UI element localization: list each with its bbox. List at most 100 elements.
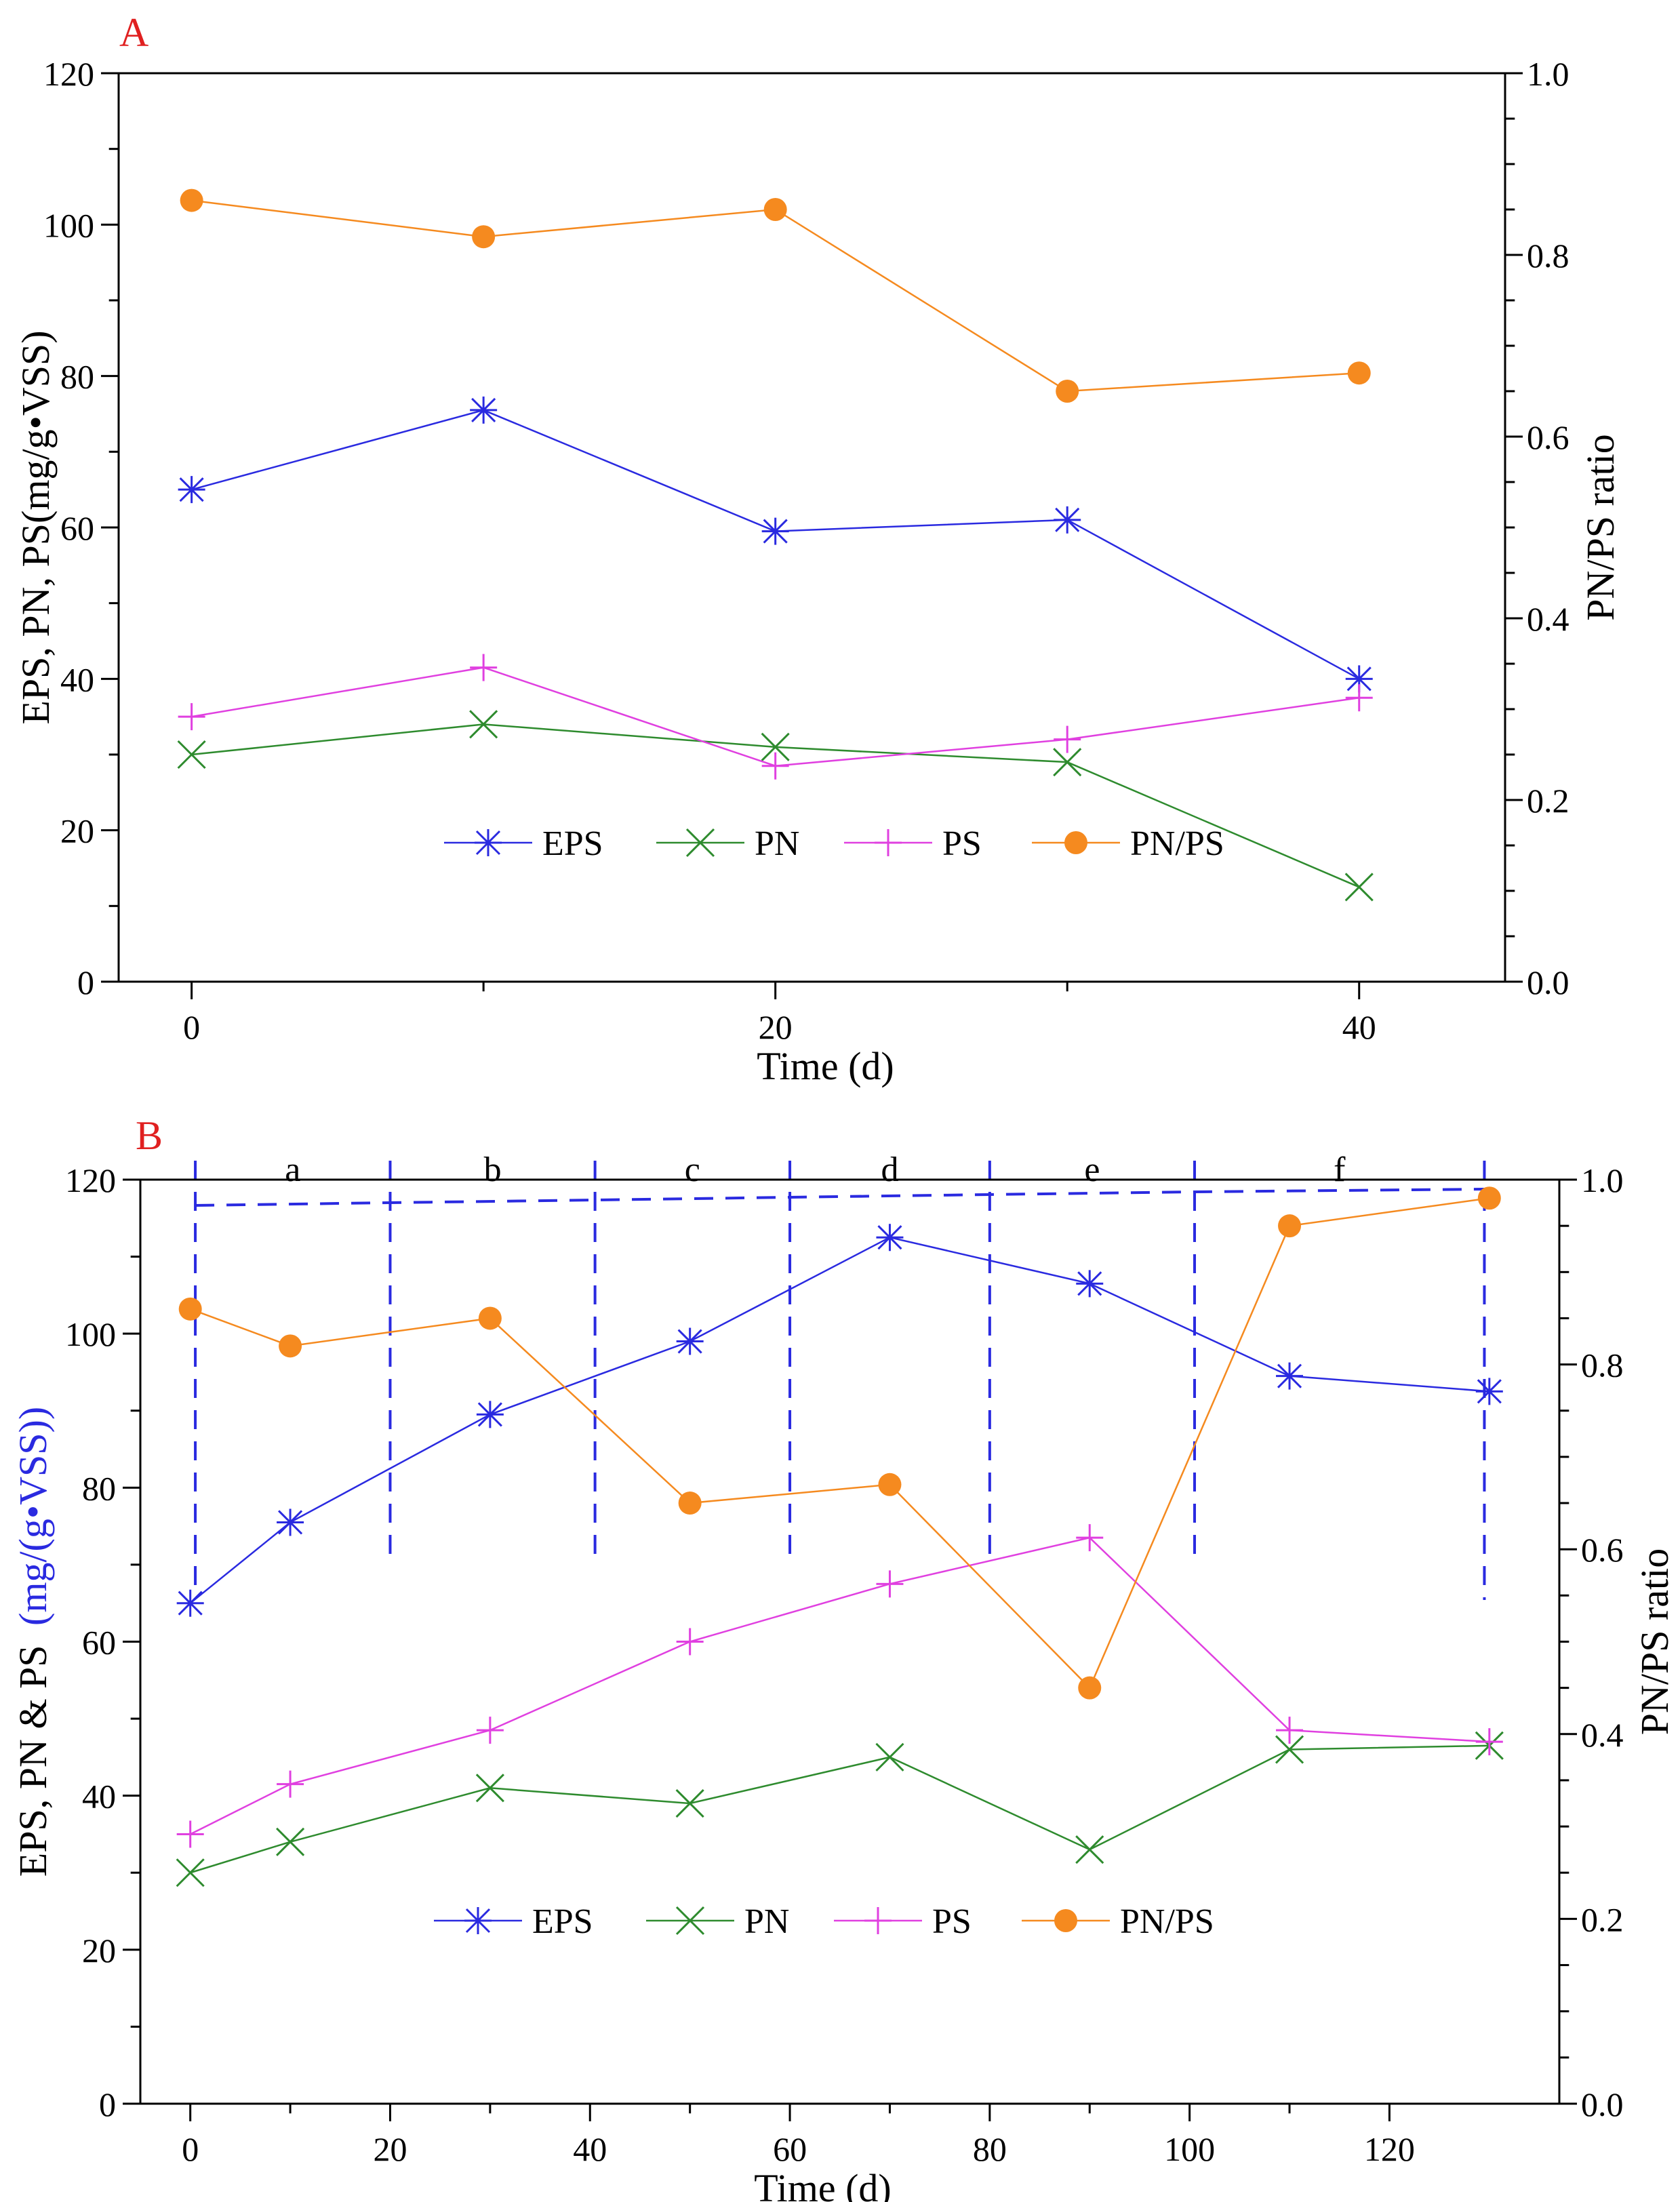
panel-b-y2-tick-label: 1.0	[1581, 1161, 1624, 1199]
panel-b-legend-item: PN	[646, 1902, 789, 1941]
panel-a-y-tick-label: 120	[43, 55, 94, 93]
panel-a-legend-marker	[685, 828, 715, 858]
panel-b-series-line	[190, 1536, 1489, 1835]
panel-a-legend-item: PN/PS	[1032, 824, 1224, 863]
panel-a-legend-label: PN/PS	[1130, 824, 1224, 863]
panel-b-series-ps	[176, 1524, 1503, 1848]
panel-b-legend-item: PS	[834, 1902, 972, 1941]
panel-a-data-point	[1056, 380, 1079, 403]
panel-a-legend-item: PS	[844, 824, 982, 863]
panel-a-y2-tick-label: 1.0	[1527, 55, 1569, 93]
panel-a-series-ps	[178, 654, 1373, 780]
panel-b-legend-item: EPS	[434, 1902, 593, 1941]
panel-a-data-point	[763, 198, 787, 221]
panel-b-y-tick-label: 120	[65, 1161, 116, 1199]
panel-a-data-point	[1345, 684, 1373, 712]
panel-b-phase-label: f	[1334, 1150, 1346, 1189]
panel-a-data-point	[761, 732, 790, 761]
panel-b-x-tick-label: 20	[373, 2130, 407, 2168]
panel-a-legend-marker	[475, 829, 502, 856]
panel-b-data-point	[475, 1774, 504, 1803]
panel-b-data-point	[476, 1717, 504, 1744]
panel-b-data-point	[478, 1306, 502, 1330]
panel-b-data-point	[178, 1297, 202, 1321]
panel-b-y2-tick-label: 0.4	[1581, 1716, 1624, 1754]
panel-b-y2-tick-label: 0.0	[1581, 2085, 1624, 2123]
panel-a-series-line	[191, 666, 1359, 767]
panel-b-y-axis-title-main: EPS, PN & PS	[11, 1645, 55, 1877]
panel-a-legend-label: PN	[755, 824, 799, 863]
panel-b-y2-axis-title: PN/PS ratio	[1633, 1548, 1677, 1736]
panel-a-legend-item: PN	[656, 824, 799, 863]
panel-b-legend-label: PS	[932, 1902, 972, 1941]
panel-b-plot-frame	[139, 1178, 1561, 2105]
panel-b-data-point	[279, 1334, 302, 1358]
panel-a-legend-item: EPS	[444, 824, 603, 863]
panel-a-y-axis-title: EPS, PN, PS(mg/g•VSS)	[14, 330, 58, 724]
panel-a-data-point	[761, 752, 789, 780]
panel-b-x-tick-label: 80	[973, 2130, 1007, 2168]
panel-b-series-pn-ps	[178, 1186, 1501, 1700]
panel-a-y-tick-label: 60	[60, 509, 94, 547]
panel-a-data-point	[1347, 361, 1371, 385]
panel-b-x-axis-title: Time (d)	[754, 2166, 892, 2202]
panel-b-series-line	[189, 1236, 1489, 1604]
panel-b-data-point	[1076, 1524, 1104, 1552]
panel-b-data-point	[277, 1770, 304, 1798]
panel-a-series-pn-ps	[180, 188, 1371, 403]
panel-b-data-point	[1275, 1735, 1304, 1764]
panel-b-y-tick-label: 60	[82, 1624, 116, 1662]
panel-b-legend-label: PN/PS	[1120, 1902, 1214, 1941]
panel-b-data-point	[1276, 1717, 1304, 1744]
panel-b-data-point	[1078, 1676, 1102, 1700]
panel-b-data-point	[1477, 1186, 1501, 1210]
panel-a-y-tick-label: 40	[60, 660, 94, 698]
panel-b-data-point	[276, 1827, 305, 1856]
panel-b-y-tick-label: 100	[65, 1315, 116, 1353]
panel-b-data-point	[176, 1820, 204, 1848]
panel-a-x-tick-label: 20	[759, 1008, 793, 1046]
panel-a-y2-tick-label: 0.8	[1527, 237, 1569, 275]
panel-a-legend: EPS PN PS PN/PS	[444, 824, 1224, 863]
panel-b-legend-marker	[464, 1907, 492, 1934]
panel-a-series-line	[191, 199, 1359, 393]
panel-b-phase-label: c	[685, 1150, 700, 1189]
panel-a-data-point	[761, 517, 789, 545]
panel-b-phase-top-line	[195, 1188, 1485, 1207]
panel-a-data-point	[178, 476, 205, 504]
panel-a-chart: A 0 20 40 0 20 40 60 80 100 120 0.0 0.2 0.4 0.6 0.8 1…	[14, 10, 1622, 1088]
panel-b-series-eps	[176, 1224, 1503, 1617]
panel-a-x-tick-label: 40	[1342, 1008, 1376, 1046]
panel-b-y-axis-title-unit: (mg/(g•VSS))	[11, 1407, 55, 1626]
panel-b-chart: B a b c d e f 0 20 40 60 80 100 120 0 20 40 60 80 100 120…	[11, 1113, 1677, 2202]
panel-b-data-point	[676, 1628, 704, 1656]
panel-a-data-point	[1054, 506, 1081, 534]
panel-b-y2-tick-label: 0.6	[1581, 1531, 1624, 1569]
panel-b-y-tick-label: 40	[82, 1778, 116, 1816]
panel-a-y2-tick-label: 0.2	[1527, 782, 1569, 820]
panel-b-label: B	[136, 1113, 163, 1158]
panel-a-data-point	[177, 740, 206, 769]
panel-a-data-point	[178, 703, 205, 731]
panel-b-data-point	[176, 1858, 205, 1887]
panel-b-legend-marker	[864, 1907, 892, 1934]
panel-b-legend: EPS PN PS PN/PS	[434, 1902, 1214, 1941]
panel-b-phase-label: e	[1084, 1150, 1100, 1189]
panel-b-phase-label: d	[881, 1150, 898, 1189]
panel-b-data-point	[1278, 1214, 1302, 1238]
panel-a-y2-tick-label: 0.0	[1527, 963, 1569, 1001]
panel-b-data-point	[1475, 1378, 1503, 1405]
panel-a-y-tick-label: 80	[60, 358, 94, 396]
panel-b-data-point	[1075, 1835, 1104, 1864]
panel-b-x-tick-label: 60	[773, 2130, 807, 2168]
panel-a-y-tick-label: 100	[43, 206, 94, 244]
panel-b-phase-label: a	[285, 1150, 300, 1189]
panel-a-label: A	[119, 10, 148, 55]
panel-a-y2-tick-label: 0.6	[1527, 418, 1569, 456]
panel-a-data-point	[1053, 748, 1082, 777]
panel-a-series-eps	[178, 396, 1373, 693]
panel-b-legend-marker	[675, 1906, 705, 1936]
panel-b-data-point	[876, 1570, 904, 1598]
panel-b-x-tick-label: 40	[573, 2130, 607, 2168]
